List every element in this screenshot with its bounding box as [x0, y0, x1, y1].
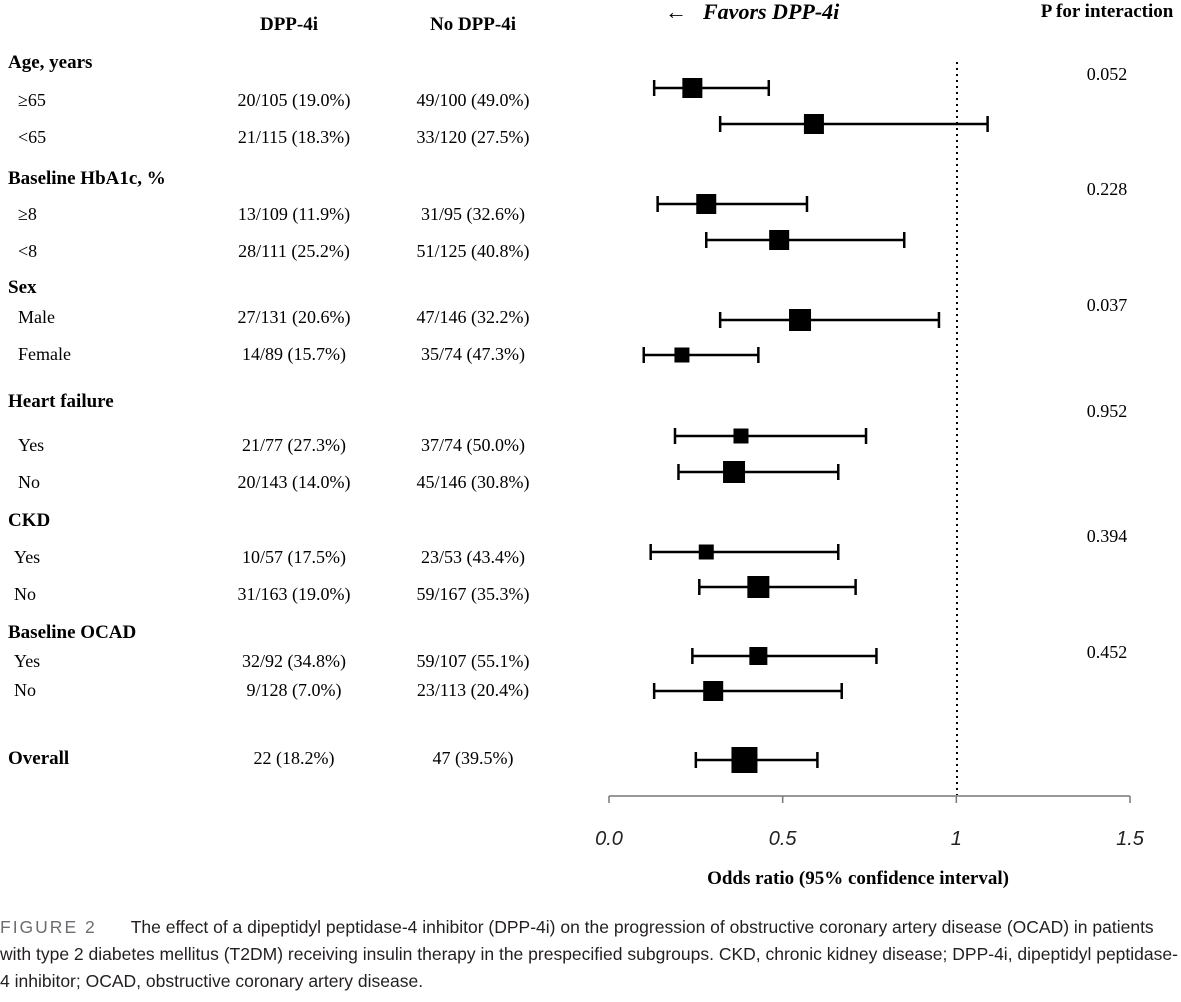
or-point — [674, 347, 690, 363]
control-value: 47/146 (32.2%) — [417, 307, 530, 328]
treated-value: 21/115 (18.3%) — [238, 127, 350, 148]
or-point — [731, 747, 758, 773]
p-value: 0.037 — [1087, 295, 1128, 315]
overall-control-value: 47 (39.5%) — [433, 748, 514, 769]
header-treated: DPP-4i — [260, 14, 318, 35]
control-value: 37/74 (50.0%) — [421, 435, 525, 456]
row-label: Male — [18, 307, 55, 327]
group-label: Baseline OCAD — [8, 622, 136, 643]
or-point — [789, 309, 812, 331]
x-tick-label: 0.0 — [595, 828, 623, 850]
or-point — [682, 78, 703, 98]
p-value: 0.952 — [1087, 401, 1128, 421]
row-label: ≥65 — [18, 90, 46, 110]
row-label: Female — [18, 344, 71, 364]
overall-label: Overall — [8, 748, 69, 769]
control-value: 51/125 (40.8%) — [417, 241, 530, 262]
overall-treated-value: 22 (18.2%) — [254, 748, 335, 769]
group-label: Age, years — [8, 52, 92, 73]
x-tick-label: 1 — [951, 828, 962, 850]
row-label: No — [14, 584, 36, 604]
forest-plot: DPP-4i No DPP-4i ← Favors DPP-4i P for i… — [8, 0, 1174, 889]
group-label: Sex — [8, 277, 37, 298]
control-value: 59/107 (55.1%) — [417, 651, 530, 672]
treated-value: 31/163 (19.0%) — [238, 584, 351, 605]
or-point — [698, 544, 714, 560]
control-value: 23/53 (43.4%) — [421, 547, 525, 568]
treated-value: 10/57 (17.5%) — [242, 547, 346, 568]
control-value: 33/120 (27.5%) — [417, 127, 530, 148]
x-axis-ticks: 0.0 0.5 1 1.5 — [595, 796, 1145, 850]
control-value: 49/100 (49.0%) — [417, 90, 530, 111]
p-value: 0.452 — [1087, 642, 1128, 662]
or-point — [747, 576, 770, 598]
favors-label: Favors DPP-4i — [702, 0, 840, 24]
treated-value: 28/111 (25.2%) — [238, 241, 350, 262]
or-point — [749, 647, 768, 665]
row-label: ≥8 — [18, 204, 37, 224]
x-tick-label: 1.5 — [1116, 828, 1145, 850]
group-label: Heart failure — [8, 391, 114, 412]
treated-value: 20/143 (14.0%) — [238, 472, 351, 493]
or-point — [733, 428, 749, 444]
or-point — [696, 194, 717, 214]
treated-value: 21/77 (27.3%) — [242, 435, 346, 456]
or-point — [703, 681, 724, 701]
row-label: No — [18, 472, 40, 492]
row-label: Yes — [14, 651, 40, 671]
control-value: 23/113 (20.4%) — [417, 680, 529, 701]
group-label: CKD — [8, 510, 50, 531]
treated-value: 20/105 (19.0%) — [238, 90, 351, 111]
p-value: 0.052 — [1087, 64, 1128, 84]
favors-arrow-icon: ← — [665, 0, 687, 24]
caption-text: The effect of a dipeptidyl peptidase-4 i… — [0, 917, 1178, 991]
header-p-interaction: P for interaction — [1041, 1, 1174, 22]
treated-value: 9/128 (7.0%) — [247, 680, 342, 701]
treated-value: 14/89 (15.7%) — [242, 344, 346, 365]
control-value: 31/95 (32.6%) — [421, 204, 525, 225]
row-label: <8 — [18, 241, 37, 261]
figure-label: FIGURE 2 — [0, 917, 97, 937]
row-label: Yes — [14, 547, 40, 567]
figure-caption: FIGURE 2 The effect of a dipeptidyl pepti… — [0, 914, 1178, 995]
group-label: Baseline HbA1c, % — [8, 168, 166, 189]
control-value: 35/74 (47.3%) — [421, 344, 525, 365]
x-axis-label: Odds ratio (95% confidence interval) — [707, 868, 1009, 889]
x-tick-label: 0.5 — [769, 828, 798, 850]
or-point — [803, 114, 824, 134]
row-label: Yes — [18, 435, 44, 455]
row-label: <65 — [18, 127, 46, 147]
treated-value: 27/131 (20.6%) — [238, 307, 351, 328]
control-value: 59/167 (35.3%) — [417, 584, 530, 605]
treated-value: 13/109 (11.9%) — [238, 204, 350, 225]
p-value: 0.228 — [1087, 179, 1128, 199]
row-label: No — [14, 680, 36, 700]
control-value: 45/146 (30.8%) — [417, 472, 530, 493]
or-point — [723, 461, 746, 483]
treated-value: 32/92 (34.8%) — [242, 651, 346, 672]
p-value: 0.394 — [1087, 526, 1128, 546]
forest-marks — [642, 78, 989, 773]
header-control: No DPP-4i — [430, 14, 516, 35]
or-point — [769, 230, 790, 250]
